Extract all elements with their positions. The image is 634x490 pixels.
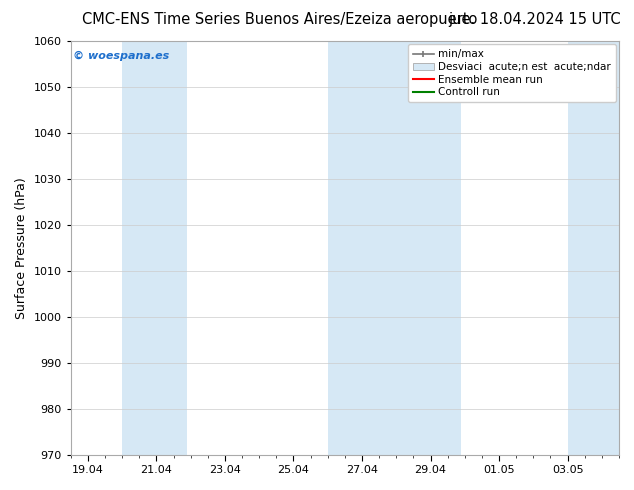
- Text: © woespana.es: © woespana.es: [74, 51, 170, 61]
- Text: CMC-ENS Time Series Buenos Aires/Ezeiza aeropuerto: CMC-ENS Time Series Buenos Aires/Ezeiza …: [82, 12, 478, 27]
- Legend: min/max, Desviaci  acute;n est  acute;ndar, Ensemble mean run, Controll run: min/max, Desviaci acute;n est acute;ndar…: [408, 44, 616, 102]
- Bar: [328, 41, 462, 455]
- Y-axis label: Surface Pressure (hPa): Surface Pressure (hPa): [15, 177, 28, 318]
- Bar: [122, 41, 187, 455]
- Bar: [567, 41, 619, 455]
- Text: jue. 18.04.2024 15 UTC: jue. 18.04.2024 15 UTC: [449, 12, 621, 27]
